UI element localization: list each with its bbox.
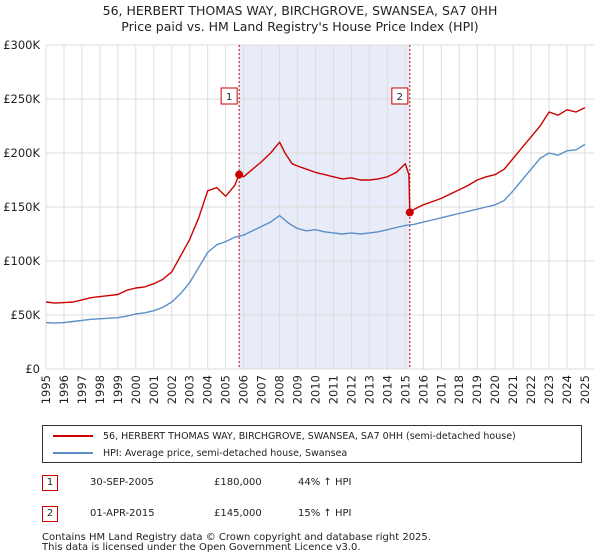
sale-price: £180,000	[214, 477, 262, 488]
sale-price: £145,000	[214, 508, 262, 519]
attribution-footer: Contains HM Land Registry data © Crown c…	[42, 533, 431, 553]
hpi-line	[45, 143, 586, 324]
x-tick-label: 2025	[578, 375, 592, 404]
x-tick-label: 2011	[326, 375, 340, 404]
x-tick-label: 2017	[434, 375, 448, 404]
sale-row-2: 2 01-APR-2015 £145,000 15% ↑ HPI	[42, 506, 562, 526]
x-tick-label: 2010	[309, 375, 323, 404]
licence-line: This data is licensed under the Open Gov…	[42, 542, 361, 553]
x-tick-label: 2019	[470, 375, 484, 404]
sale-date: 01-APR-2015	[90, 508, 155, 519]
sale-point	[235, 170, 244, 179]
x-tick-label: 2012	[344, 375, 358, 404]
x-tick-label: 2008	[273, 375, 287, 404]
x-tick-label: 2021	[506, 375, 520, 404]
price-chart: 56, HERBERT THOMAS WAY, BIRCHGROVE, SWAN…	[3, 3, 594, 404]
legend-label-property: 56, HERBERT THOMAS WAY, BIRCHGROVE, SWAN…	[103, 430, 516, 442]
x-tick-label: 2024	[560, 375, 574, 404]
y-tick-label: £250K	[3, 92, 40, 106]
x-tick-label: 2001	[147, 375, 161, 404]
x-tick-label: 2002	[165, 375, 179, 404]
sale-hpi-change: 44% ↑ HPI	[298, 477, 352, 488]
chart-title: 56, HERBERT THOMAS WAY, BIRCHGROVE, SWAN…	[103, 3, 498, 18]
x-tick-label: 2022	[524, 375, 538, 404]
property-price-line	[45, 106, 586, 304]
x-tick-label: 2014	[380, 375, 394, 404]
x-tick-label: 1998	[93, 375, 107, 404]
legend-item-property: 56, HERBERT THOMAS WAY, BIRCHGROVE, SWAN…	[53, 428, 516, 444]
x-tick-label: 1997	[75, 375, 89, 404]
x-tick-label: 2013	[362, 375, 376, 404]
sale-marker-label: 1	[226, 92, 232, 103]
sale-number-badge: 2	[42, 506, 58, 522]
x-tick-label: 2003	[183, 375, 197, 404]
sale-hpi-change: 15% ↑ HPI	[298, 508, 352, 519]
x-tick-label: 1995	[39, 375, 53, 404]
x-tick-label: 1999	[111, 375, 125, 404]
x-tick-label: 2007	[255, 375, 269, 404]
legend-swatch-hpi	[53, 452, 93, 454]
sale-point	[405, 208, 414, 217]
sale-marker-label: 2	[397, 92, 403, 103]
legend-swatch-property	[53, 435, 93, 437]
chart-legend: 56, HERBERT THOMAS WAY, BIRCHGROVE, SWAN…	[42, 425, 582, 463]
y-tick-label: £300K	[3, 38, 40, 52]
sale-date: 30-SEP-2005	[90, 477, 154, 488]
y-tick-label: £150K	[3, 200, 40, 214]
chart-subtitle: Price paid vs. HM Land Registry's House …	[121, 19, 478, 34]
x-tick-label: 1996	[57, 375, 71, 404]
x-tick-label: 2004	[201, 375, 215, 404]
sale-marker-box	[391, 87, 409, 105]
x-tick-label: 2016	[416, 375, 430, 404]
legend-label-hpi: HPI: Average price, semi-detached house,…	[103, 447, 348, 459]
x-tick-label: 2020	[488, 375, 502, 404]
x-tick-label: 2005	[219, 375, 233, 404]
x-tick-label: 2015	[398, 375, 412, 404]
y-tick-label: £200K	[3, 146, 40, 160]
x-tick-label: 2000	[129, 375, 143, 404]
y-tick-label: £100K	[3, 254, 40, 268]
x-tick-label: 2006	[237, 375, 251, 404]
attribution-line: Contains HM Land Registry data © Crown c…	[42, 532, 431, 543]
x-tick-label: 2009	[291, 375, 305, 404]
legend-item-hpi: HPI: Average price, semi-detached house,…	[53, 445, 347, 461]
sale-row-1: 1 30-SEP-2005 £180,000 44% ↑ HPI	[42, 475, 562, 495]
x-tick-label: 2018	[452, 375, 466, 404]
y-tick-label: £0	[25, 362, 40, 376]
sale-number-badge: 1	[42, 475, 58, 491]
y-tick-label: £50K	[11, 308, 41, 322]
x-tick-label: 2023	[542, 375, 556, 404]
sale-marker-box	[220, 87, 238, 105]
